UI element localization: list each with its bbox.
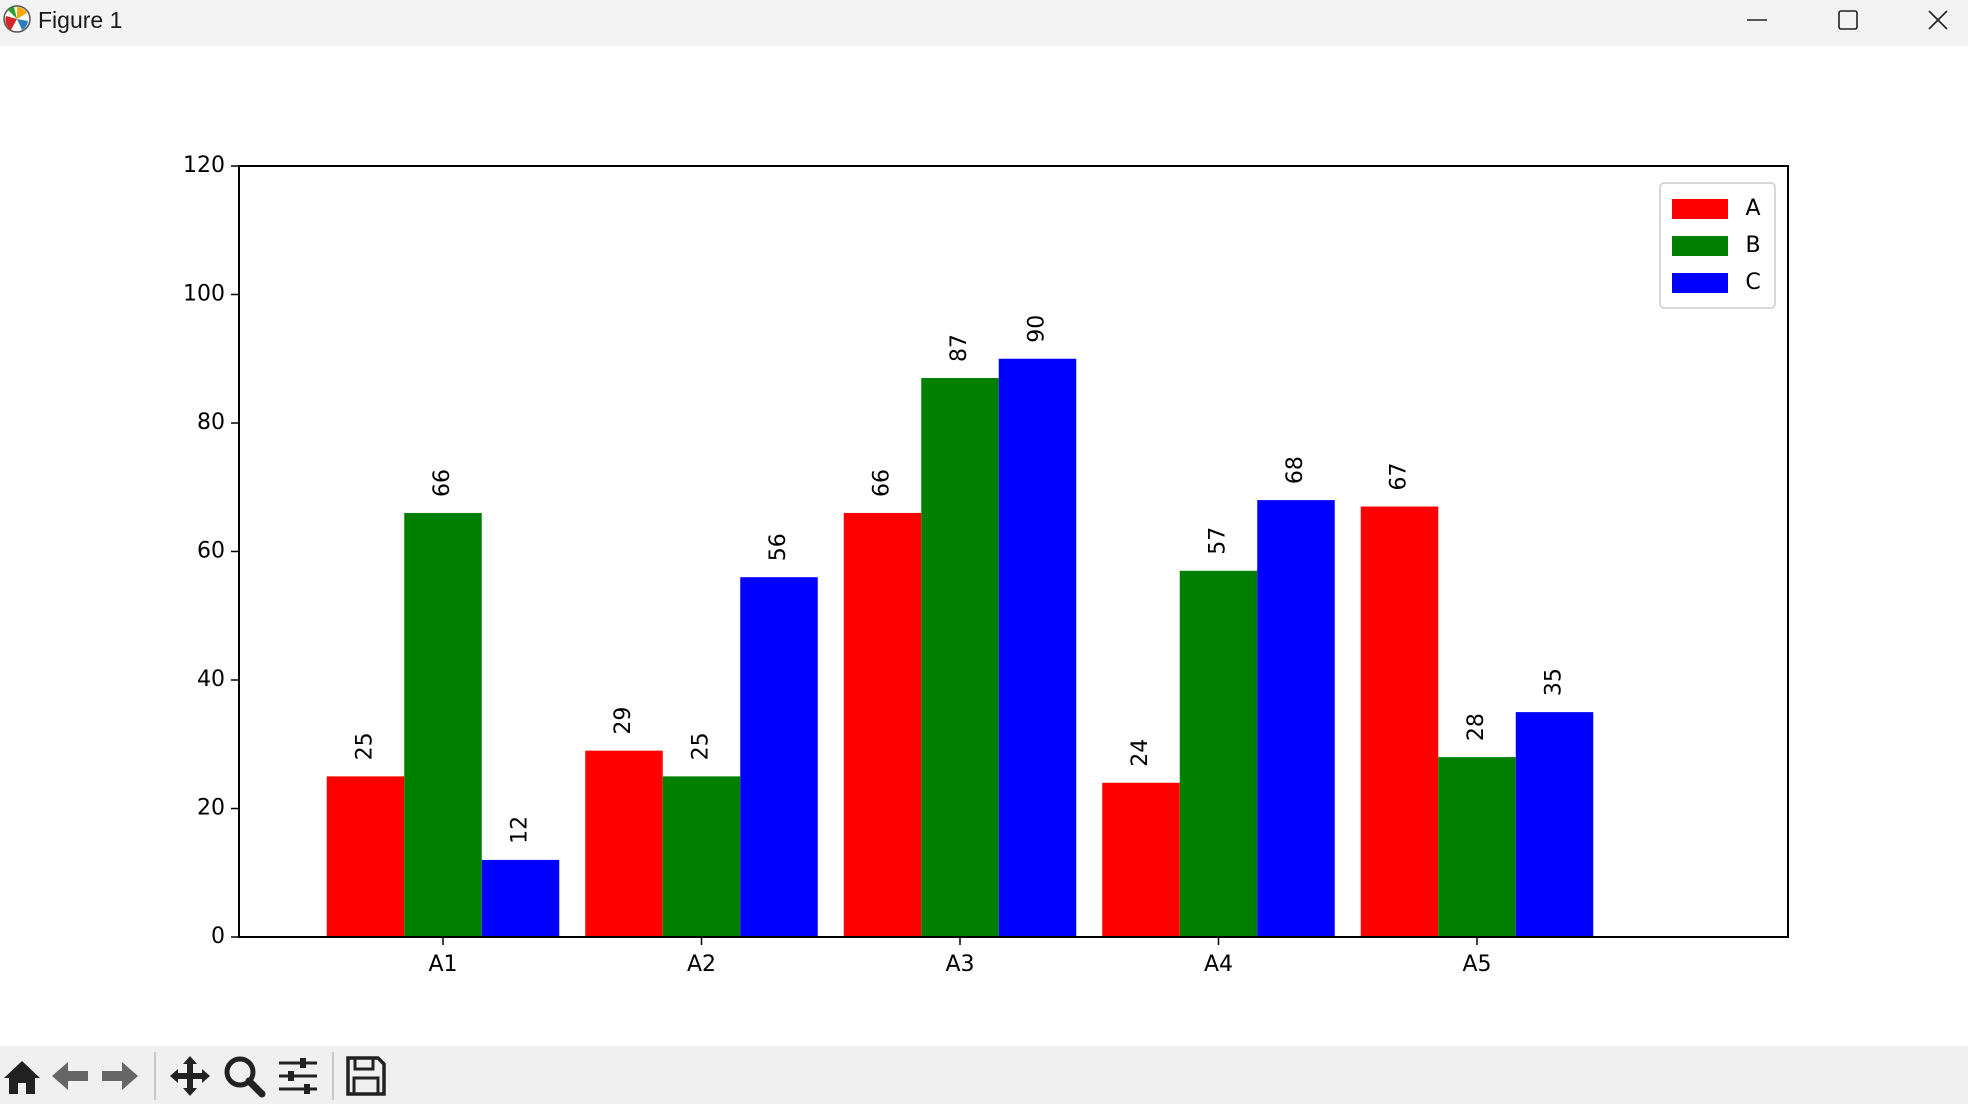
bar-A-A1: [326, 776, 405, 937]
x-tick-label: A1: [428, 952, 457, 977]
bar-A-A5: [1360, 506, 1439, 937]
minimize-icon: [1747, 19, 1767, 21]
legend-swatch-B: [1672, 236, 1728, 256]
bar-value-label: 29: [611, 707, 636, 735]
bar-B-A4: [1179, 570, 1258, 937]
bar-B-A1: [404, 512, 482, 937]
y-tick-label: 120: [183, 153, 225, 178]
y-tick-label: 100: [183, 282, 225, 307]
bar-value-label: 87: [947, 334, 972, 362]
bar-C-A4: [1257, 500, 1335, 937]
x-tick-label: A3: [945, 952, 974, 977]
legend-label: B: [1745, 233, 1760, 258]
bar-A-A4: [1102, 782, 1180, 937]
matplotlib-app-icon: [3, 5, 31, 33]
maximize-button[interactable]: [1803, 0, 1893, 40]
zoom-icon[interactable]: [222, 1054, 266, 1098]
forward-arrow-icon[interactable]: [98, 1054, 142, 1098]
legend-swatch-C: [1672, 273, 1728, 293]
bar-value-label: 28: [1464, 713, 1489, 741]
figure-canvas[interactable]: 25 29 66 24 67 66 25 87 57 28 12 56 90 68 35 0 20 40 60 80 1…: [0, 46, 1968, 1046]
y-tick-label: 40: [197, 667, 225, 692]
bar-value-label: 66: [430, 469, 455, 497]
bar-value-label: 57: [1206, 527, 1231, 555]
toolbar-separator: [154, 1052, 156, 1100]
navigation-toolbar: [0, 1046, 1968, 1104]
pan-icon[interactable]: [168, 1054, 212, 1098]
home-icon[interactable]: [0, 1054, 44, 1098]
y-tick-label: 60: [197, 539, 225, 564]
bar-value-label: 25: [689, 732, 714, 760]
save-icon[interactable]: [344, 1054, 388, 1098]
close-icon: [1928, 10, 1948, 30]
bar-value-label: 67: [1387, 463, 1412, 491]
bar-value-label: 68: [1283, 456, 1308, 484]
window-title: Figure 1: [38, 7, 123, 33]
bar-value-label: 66: [870, 469, 895, 497]
bar-B-A3: [921, 378, 999, 937]
bar-B-A2: [662, 776, 741, 937]
minimize-button[interactable]: [1712, 0, 1802, 40]
bar-value-label: 25: [353, 732, 378, 760]
bar-C-A2: [740, 577, 818, 937]
toolbar-separator: [332, 1052, 334, 1100]
bar-value-label: 56: [766, 533, 791, 561]
x-tick-label: A5: [1462, 952, 1491, 977]
y-tick-label: 20: [197, 796, 225, 821]
legend-label: A: [1745, 196, 1760, 221]
back-arrow-icon[interactable]: [48, 1054, 92, 1098]
bar-A-A2: [585, 750, 663, 937]
bar-value-label: 90: [1025, 315, 1050, 343]
close-button[interactable]: [1893, 0, 1968, 40]
x-tick-label: A2: [687, 952, 716, 977]
bar-C-A1: [481, 859, 560, 937]
legend-swatch-A: [1672, 199, 1728, 219]
bar-C-A3: [998, 358, 1077, 937]
configure-subplots-icon[interactable]: [276, 1054, 320, 1098]
x-tick-label: A4: [1204, 952, 1233, 977]
bar-B-A5: [1438, 757, 1516, 937]
bar-value-label: 35: [1542, 668, 1567, 696]
bar-value-label: 12: [508, 816, 533, 844]
maximize-icon: [1838, 10, 1858, 30]
title-bar: Figure 1: [0, 0, 1968, 46]
bar-A-A3: [843, 512, 922, 937]
bar-chart: 25 29 66 24 67 66 25 87 57 28 12 56 90 68 35 0 20 40 60 80 1…: [183, 153, 1789, 977]
y-tick-label: 0: [211, 924, 225, 949]
bar-value-label: 24: [1128, 739, 1153, 767]
legend-label: C: [1745, 270, 1760, 295]
y-tick-label: 80: [197, 410, 225, 435]
bar-C-A5: [1515, 712, 1594, 937]
